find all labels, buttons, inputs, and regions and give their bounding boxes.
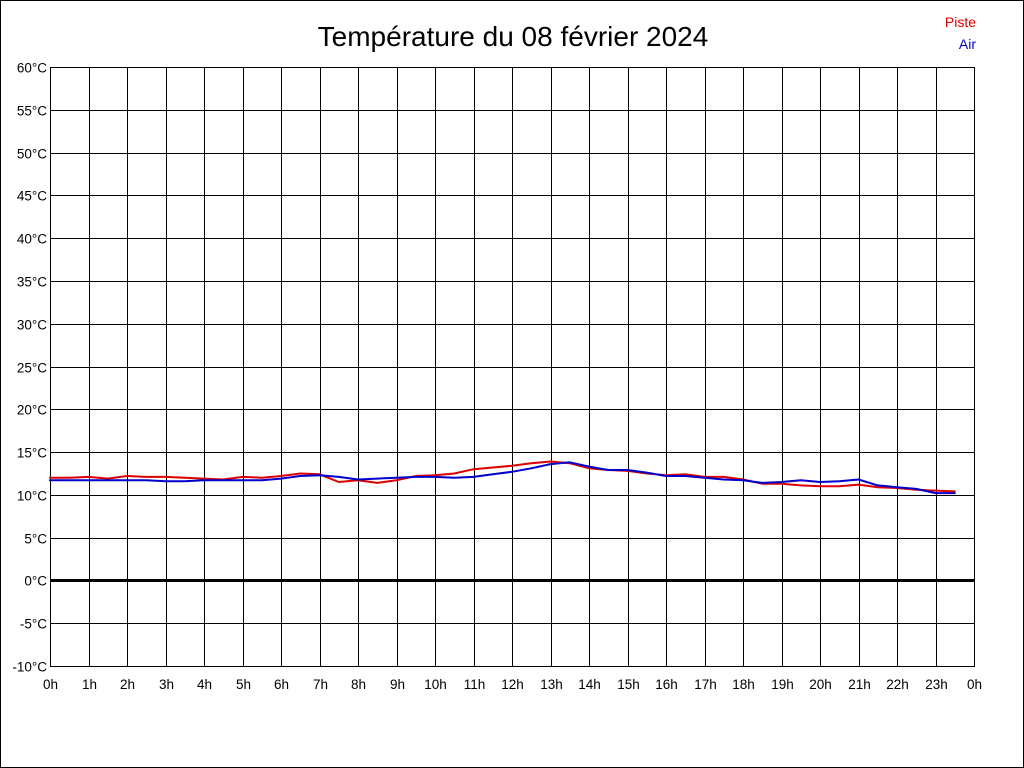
y-tick-label: 10°C <box>17 489 47 504</box>
y-tick-label: 20°C <box>17 403 47 418</box>
plot-area-border <box>50 67 975 667</box>
x-tick-label: 16h <box>655 677 678 692</box>
x-tick-label: 3h <box>159 677 174 692</box>
x-tick-label: 11h <box>464 677 486 692</box>
x-tick-label: 4h <box>197 677 212 692</box>
series-line-air <box>49 461 956 495</box>
x-axis-ticks: 0h 1h 2h 3h 4h 5h 6h 7h 8h 9h 10h 11h 12h 13h 14h 15h 16… <box>43 677 982 692</box>
y-tick-label: 5°C <box>24 532 47 547</box>
x-tick-label: 12h <box>501 677 524 692</box>
y-tick-label: -10°C <box>12 660 47 675</box>
y-tick-label: 55°C <box>17 104 47 119</box>
chart-title: Température du 08 février 2024 <box>318 21 709 52</box>
x-tick-label: 13h <box>540 677 563 692</box>
x-tick-label: 9h <box>390 677 405 692</box>
x-tick-label: 2h <box>120 677 135 692</box>
y-tick-label: 60°C <box>17 61 47 76</box>
x-tick-label: 15h <box>617 677 640 692</box>
y-tick-label: 0°C <box>24 574 47 589</box>
x-tick-label: 0h <box>43 677 58 692</box>
y-tick-label: 25°C <box>17 361 47 376</box>
chart-grid <box>50 67 975 667</box>
x-tick-label: 6h <box>274 677 289 692</box>
x-tick-label: 5h <box>236 677 251 692</box>
x-tick-label: 8h <box>351 677 366 692</box>
y-tick-label: 15°C <box>17 446 47 461</box>
y-tick-label: 45°C <box>17 189 47 204</box>
x-tick-label: 23h <box>925 677 948 692</box>
x-tick-label: 22h <box>886 677 909 692</box>
legend-item-air: Air <box>959 36 976 52</box>
y-tick-label: 35°C <box>17 275 47 290</box>
y-tick-label: 50°C <box>17 147 47 162</box>
y-tick-label: 30°C <box>17 318 47 333</box>
y-axis-ticks: 60°C 55°C 50°C 45°C 40°C 35°C 30°C 25°C 20°C 15°C… <box>12 61 47 675</box>
x-tick-label: 21h <box>848 677 871 692</box>
x-tick-label: 19h <box>771 677 794 692</box>
legend: Piste Air <box>945 14 976 52</box>
series-line-piste <box>49 460 956 493</box>
x-tick-label: 20h <box>809 677 832 692</box>
legend-item-piste: Piste <box>945 14 976 30</box>
y-tick-label: 40°C <box>17 232 47 247</box>
x-tick-label: 14h <box>578 677 601 692</box>
x-tick-label: 10h <box>424 677 447 692</box>
y-tick-label: -5°C <box>20 617 47 632</box>
x-tick-label: 18h <box>732 677 755 692</box>
x-tick-label: 0h <box>967 677 982 692</box>
series-layer <box>49 460 956 495</box>
x-tick-label: 7h <box>313 677 328 692</box>
x-tick-label: 17h <box>694 677 717 692</box>
x-tick-label: 1h <box>82 677 97 692</box>
